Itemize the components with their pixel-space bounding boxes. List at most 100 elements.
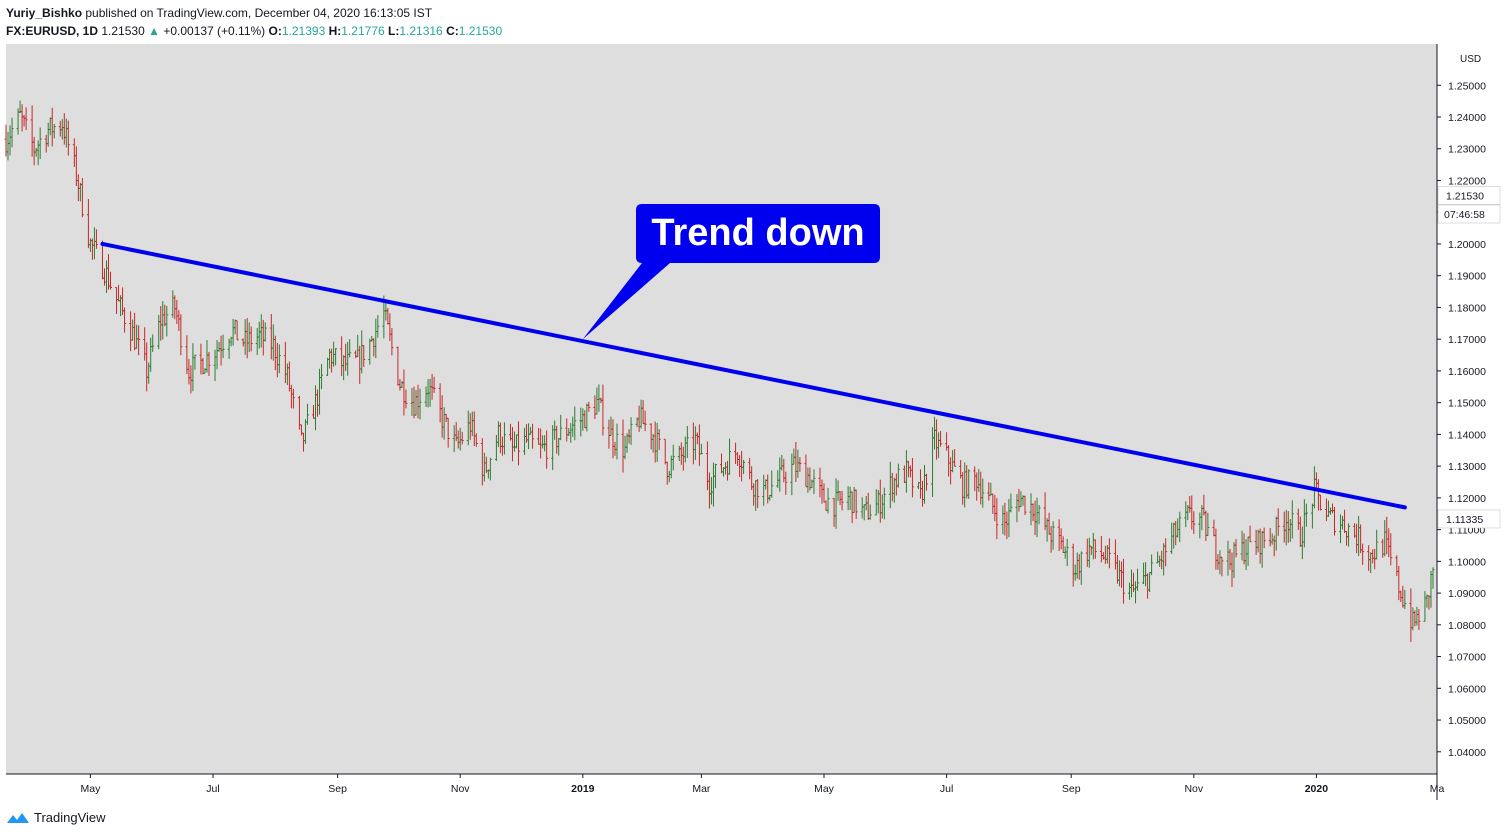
ohlc-bar <box>1178 511 1182 543</box>
ohlc-bar <box>798 457 802 472</box>
author-name[interactable]: Yuriy_Bishko <box>6 6 83 20</box>
ohlc-bar <box>1375 529 1379 560</box>
ohlc-bar <box>1079 551 1083 585</box>
ohlc-bar <box>615 423 619 460</box>
y-tick-label: 1.13000 <box>1448 461 1486 473</box>
publish-info: published on TradingView.com, December 0… <box>85 6 433 20</box>
currency-box <box>1438 48 1500 66</box>
ohlc-bar <box>939 431 943 447</box>
ohlc-bar <box>671 444 675 471</box>
y-tick-label: 1.14000 <box>1448 429 1486 441</box>
ohlc-bar <box>629 417 633 445</box>
symbol-label: FX:EURUSD, 1D <box>6 24 99 38</box>
ohlc-bar <box>80 178 84 218</box>
ohlc-bar <box>1248 525 1252 543</box>
ohlc-bar <box>10 117 14 148</box>
ohlc-bar <box>1262 527 1266 549</box>
ohlc-bar <box>981 478 985 508</box>
x-tick-label: May <box>80 783 101 795</box>
last-price: 1.21530 <box>101 24 145 38</box>
price-change: +0.00137 (+0.11%) <box>163 24 266 38</box>
ohlc-bar <box>1318 494 1322 511</box>
y-tick-label: 1.20000 <box>1448 239 1486 251</box>
ohlc-bar <box>896 463 900 488</box>
brand-name[interactable]: TradingView <box>34 810 106 825</box>
ohlc-bar <box>376 315 380 338</box>
ohlc-bar <box>502 422 506 455</box>
ohlc-bar <box>474 433 478 447</box>
y-tick-label: 1.24000 <box>1448 112 1486 124</box>
ohlc-bar <box>1009 493 1013 513</box>
ohlc-bar <box>587 401 591 412</box>
callout-bubble[interactable] <box>582 204 880 340</box>
ohlc-bar <box>1023 495 1027 516</box>
ohlc-bar <box>446 417 450 448</box>
footer[interactable]: TradingView <box>6 810 106 825</box>
y-tick-label: 1.06000 <box>1448 683 1486 695</box>
ohlc-bar <box>517 421 521 466</box>
price-marker-label: 1.11335 <box>1446 514 1483 526</box>
current-price-box <box>1437 186 1501 205</box>
ohlc-bar <box>320 364 324 390</box>
ohlc-bar <box>784 471 788 495</box>
ohlc-bars <box>4 100 1435 642</box>
ohlc-bar <box>601 384 605 436</box>
ohlc-bar <box>713 463 717 489</box>
current-price-label: 1.21530 <box>1446 190 1484 202</box>
x-tick-label: Mar <box>692 783 711 795</box>
ohlc-bar <box>1347 523 1351 547</box>
ohlc-bar <box>334 347 338 366</box>
ohlc-bar <box>910 457 914 498</box>
y-tick-label: 1.07000 <box>1448 652 1486 664</box>
x-tick-label: 2019 <box>571 783 595 795</box>
ohlc-bar <box>432 376 436 393</box>
ohlc-bar <box>24 107 28 131</box>
ohlc-bar <box>179 314 183 356</box>
trend-callout[interactable] <box>582 204 880 340</box>
ohlc-bar <box>235 320 239 341</box>
ohlc-bar <box>840 491 844 511</box>
ohlc-bar <box>882 487 886 520</box>
ohlc-bar <box>1361 543 1365 565</box>
ohlc-bar <box>109 271 113 290</box>
ohlc-bar <box>1065 538 1069 567</box>
ohlc-bar <box>1431 567 1435 589</box>
up-triangle-icon: ▲ <box>148 24 160 38</box>
time-axis[interactable]: May Jul Sep Nov 2019 Mar May Jul Sep Nov 2020 Ma <box>80 774 1444 795</box>
ohlc-bar <box>531 423 535 449</box>
ohlc-bar <box>362 345 366 367</box>
open-label: O: <box>268 24 282 38</box>
ohlc-bar <box>207 351 211 376</box>
ohlc-bar <box>1220 556 1224 577</box>
x-tick-label: Jul <box>206 783 219 795</box>
ohlc-bar <box>1037 504 1041 525</box>
ohlc-bar <box>1417 609 1421 630</box>
ohlc-bar <box>263 322 267 342</box>
close-value: 1.21530 <box>458 24 503 38</box>
ohlc-bar <box>460 431 464 445</box>
close-label: C: <box>446 24 459 38</box>
price-axis[interactable]: 1.04000 1.05000 1.06000 1.07000 1.08000 1.090… <box>1437 80 1486 759</box>
ohlc-bar <box>52 123 56 139</box>
ohlc-bar <box>756 479 760 509</box>
y-tick-label: 1.10000 <box>1448 556 1486 568</box>
ohlc-bar <box>123 307 127 333</box>
publish-line: Yuriy_Bishko published on TradingView.co… <box>6 4 502 22</box>
ohlc-bar <box>1150 554 1154 576</box>
y-tick-label: 1.04000 <box>1448 747 1486 759</box>
ohlc-bar <box>657 429 661 451</box>
ohlc-bar <box>221 334 225 359</box>
ohlc-bar <box>1276 508 1280 536</box>
ohlc-bar <box>995 498 999 540</box>
chart-plot-area[interactable] <box>6 44 1437 774</box>
x-tick-label: Nov <box>451 783 470 795</box>
ohlc-bar <box>1403 589 1407 610</box>
ohlc-bar <box>770 470 774 498</box>
trend-line[interactable] <box>100 241 1407 510</box>
high-label: H: <box>328 24 342 38</box>
ohlc-bar <box>151 334 155 352</box>
high-value: 1.21776 <box>341 24 385 38</box>
y-tick-label: 1.15000 <box>1448 398 1486 410</box>
x-tick-label: 2020 <box>1305 783 1329 795</box>
